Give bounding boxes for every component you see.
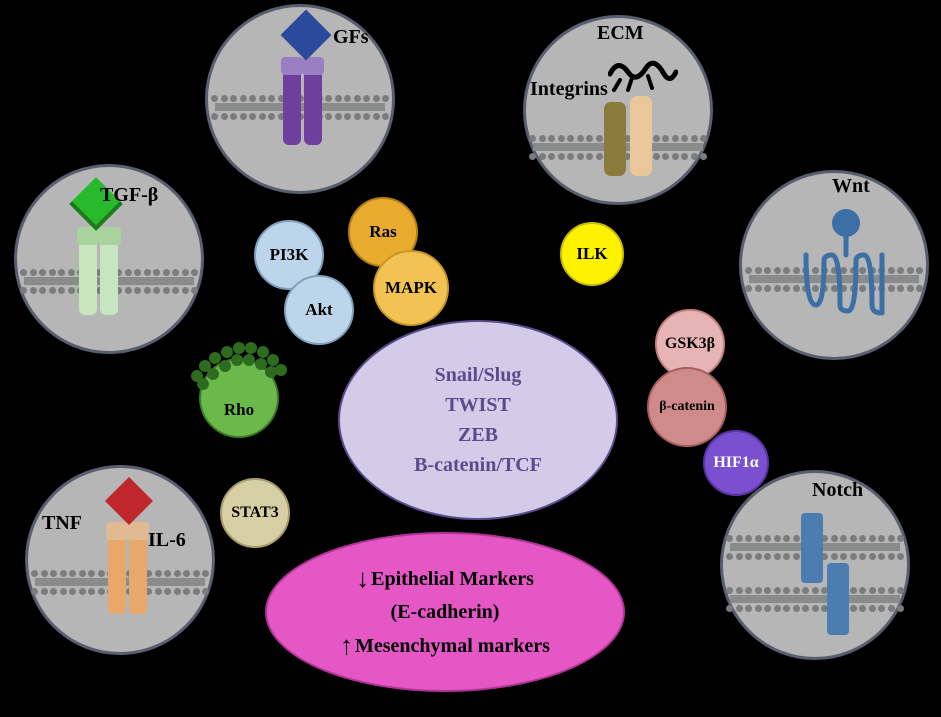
frizzled-receptor-icon [776,205,906,335]
protein-hif1a: HIF1α [703,430,769,496]
protein-ilk: ILK [560,222,624,286]
receptor-cylinder [108,534,126,614]
receptor-cap [99,227,121,245]
marker-line: ↑Mesenchymal markers [340,627,550,665]
receptor-cap [106,522,128,540]
tf-line: Snail/Slug [435,360,522,390]
integrin-cyl [604,102,626,176]
label-notch: Notch [812,479,863,502]
protein-mapk: MAPK [373,250,449,326]
receptor-tnf [25,465,215,655]
ligand-diamond [281,10,332,61]
ligand-diamond [105,477,153,525]
receptor-cylinder [304,67,322,145]
receptor-wnt [739,170,929,360]
protein-stat3: STAT3 [220,478,290,548]
label-wnt: Wnt [832,175,870,198]
receptor-cylinder [100,239,118,315]
label-tnf: TNF [42,512,82,535]
protein-rho: Rho [199,358,279,438]
label-ecm: ECM [597,22,644,45]
label-il6: IL-6 [148,529,186,552]
down-arrow-icon: ↓ [356,564,369,593]
marker-line: (E-cadherin) [391,598,500,627]
protein-bcatenin: β-catenin [647,367,727,447]
up-arrow-icon: ↑ [340,631,353,660]
receptor-cylinder [283,67,301,145]
tf-line: B-catenin/TCF [414,450,542,480]
receptor-cap [281,57,303,75]
markers-ellipse: ↓Epithelial Markers (E-cadherin) ↑Mesenc… [265,532,625,692]
receptor-cap [127,522,149,540]
label-tgfb: TGF-β [100,184,158,207]
receptor-cylinder [129,534,147,614]
ecm-squiggle-icon [608,52,678,92]
label-integrins: Integrins [530,78,608,101]
notch-receptor [801,513,823,583]
notch-ligand [827,563,849,635]
rho-beads-icon [187,334,297,394]
receptor-cylinder [79,239,97,315]
label-gfs: GFs [333,26,369,49]
tf-line: TWIST [445,390,511,420]
membrane [726,585,904,615]
tf-line: ZEB [458,420,498,450]
marker-line: ↓Epithelial Markers [356,560,534,598]
transcription-factors: Snail/Slug TWIST ZEB B-catenin/TCF [338,320,618,520]
stage: GFs ECM Integrins TGF-β [0,0,941,717]
integrin-cyl [630,96,652,176]
